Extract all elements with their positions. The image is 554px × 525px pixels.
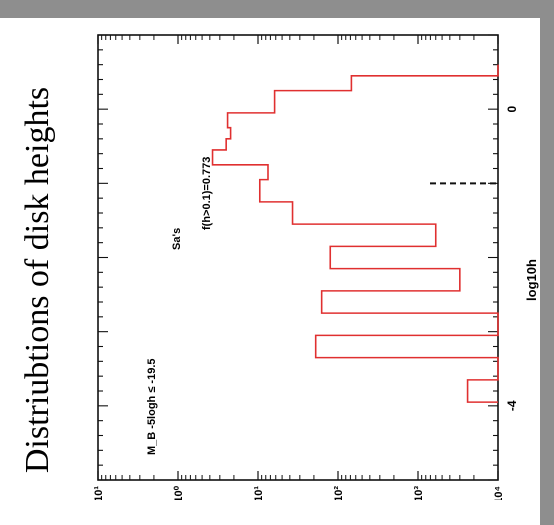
series-group bbox=[211, 64, 499, 403]
y-tick-label: 10³ bbox=[413, 486, 425, 500]
y-tick-label: 10⁴ bbox=[493, 486, 505, 500]
slide-border-right bbox=[540, 0, 554, 525]
y-tick-label: 10¹ bbox=[93, 486, 105, 500]
y-tick-label: 10² bbox=[333, 486, 345, 500]
x-axis-ticks bbox=[98, 34, 498, 481]
x-tick-label: -4 bbox=[505, 400, 519, 411]
x-tick-label: 0 bbox=[505, 106, 519, 113]
y-tick-label: 10¹ bbox=[253, 486, 265, 500]
annotation-magnitude-cut: M_B -5logh ≤ -19.5 bbox=[146, 359, 158, 456]
slide-title: Distriubtions of disk heights bbox=[19, 86, 56, 474]
y-tick-label: 10⁰ bbox=[173, 485, 185, 500]
x-axis-label: log10h bbox=[524, 259, 539, 301]
y-axis-ticks bbox=[97, 35, 499, 480]
histogram-bars-outline bbox=[211, 64, 499, 403]
plot-frame bbox=[97, 34, 499, 481]
y-tick-labels: 10⁴ 10³ 10² 10¹ 10⁰ 10¹ bbox=[93, 485, 505, 500]
slide-border-top bbox=[0, 0, 554, 18]
annotation-sample: Sa's bbox=[171, 228, 183, 250]
annotation-fraction: f(h>0.1)=0.773 bbox=[201, 157, 213, 230]
x-tick-labels: -4 0 bbox=[505, 106, 519, 412]
